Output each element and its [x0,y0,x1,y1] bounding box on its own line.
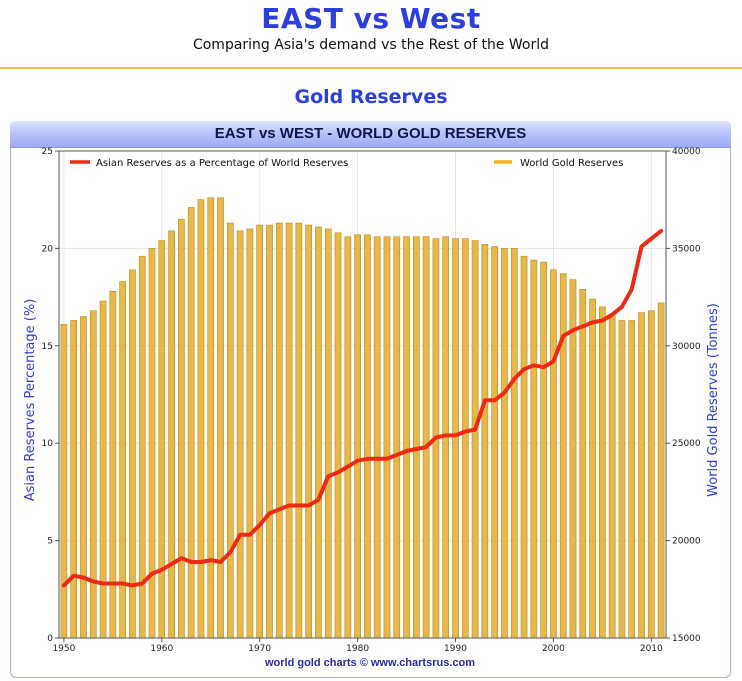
bar [226,222,234,639]
bar [403,236,410,639]
bar [393,236,401,639]
y-left-tick-label: 20 [42,244,54,254]
bar [305,224,312,639]
bar [520,255,528,639]
bar [647,310,655,639]
x-tick-label: 2000 [542,644,565,654]
divider [0,67,742,69]
y-left-tick-label: 25 [42,147,53,157]
bar [579,289,587,639]
x-tick-label: 1950 [52,644,75,654]
bar [540,261,547,639]
bar [275,222,283,639]
bar [334,232,342,639]
bar [207,197,215,639]
page-subtitle: Comparing Asia's demand vs the Rest of t… [192,37,550,53]
y-right-tick-label: 30000 [672,342,701,352]
section-title: Gold Reserves [294,86,448,108]
bar [618,320,626,639]
bar [99,300,107,639]
bar [344,236,352,639]
bar [481,244,489,639]
bar [550,269,557,639]
chart-title: EAST vs WEST - WORLD GOLD RESERVES [214,125,527,142]
bar [256,224,264,639]
bar [452,238,459,639]
bar [422,236,430,639]
y-right-tick-label: 40000 [672,147,701,157]
bar [383,236,391,639]
bar [217,197,224,639]
line-series [61,228,664,588]
y-right-tick-label: 20000 [672,537,701,547]
x-tick-label: 1960 [150,644,173,654]
legend-label-line: Asian Reserves as a Percentage of World … [96,158,348,169]
x-tick-label: 1990 [444,644,467,654]
bar [89,310,97,639]
asian-percentage-line [61,228,664,588]
x-tick-label: 1980 [346,644,369,654]
y-left-axis-label: Asian Reserves Percentage (%) [23,299,38,502]
bar [158,240,166,639]
bar [413,236,420,639]
bar [168,230,175,639]
bar [187,207,195,639]
y-left-tick-label: 5 [47,537,53,547]
bar [109,290,117,639]
bar [364,234,371,639]
x-tick-label: 2010 [640,644,663,654]
bar [354,234,361,639]
bar [530,259,538,639]
bar [510,248,518,639]
bar [461,238,469,639]
legend: Asian Reserves as a Percentage of World … [70,158,623,169]
y-left-tick-label: 0 [47,634,53,644]
chart-footer: world gold charts © www.chartsrus.com [264,657,475,669]
x-tick-label: 1970 [248,644,271,654]
bar [295,222,303,639]
bar [197,199,205,639]
y-right-tick-label: 15000 [672,634,701,644]
bar [178,218,185,639]
bar [148,248,156,639]
bar [373,236,381,639]
bar [599,306,606,639]
y-right-tick-label: 25000 [672,439,701,449]
bar [501,248,508,639]
bar [638,312,645,639]
bar [589,298,596,639]
bar [236,230,244,639]
bar [129,269,136,639]
bar [657,302,665,639]
bar [60,324,68,639]
y-right-tick-label: 35000 [672,244,701,254]
y-right-axis-label: World Gold Reserves (Tonnes) [706,303,721,497]
bar [285,222,293,639]
bar [246,228,254,639]
plot-frame [58,150,667,639]
bar [471,240,479,639]
bar [315,226,322,639]
bar [559,273,567,639]
bar [266,224,273,639]
axes: 0 5 10 15 20 25 15000 20000 25000 30000 35000 40000… [42,147,701,654]
chart-panel-header [10,121,731,148]
bar [608,314,616,639]
bar [80,316,87,639]
bar [70,320,78,639]
legend-label-bar: World Gold Reserves [520,158,623,169]
y-left-tick-label: 10 [42,439,54,449]
bar [491,246,499,639]
y-left-tick-label: 15 [42,342,53,352]
page-title: EAST vs West [261,2,481,35]
bar [628,320,636,639]
bar [324,228,332,639]
